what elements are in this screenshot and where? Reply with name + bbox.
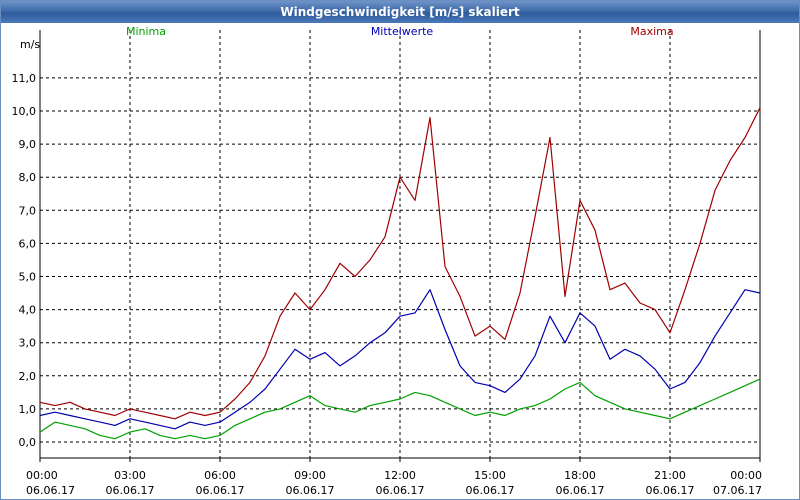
series-line-maxima [39, 107, 761, 420]
axes [39, 30, 761, 462]
legend-item-mittelwerte: Mittelwerte [371, 25, 434, 38]
y-tick-label: 10,0 [12, 105, 37, 118]
x-tick-time: 18:00 [564, 469, 596, 482]
x-tick-time: 06:00 [204, 469, 236, 482]
y-tick-label: 3,0 [19, 337, 37, 350]
y-tick-label: 5,0 [19, 271, 37, 284]
legend-item-maxima: Maxima [630, 25, 673, 38]
y-tick-label: 8,0 [19, 171, 37, 184]
y-axis-label: m/s [20, 38, 40, 51]
y-tick-label: 11,0 [12, 72, 37, 85]
y-tick-label: 0,0 [19, 436, 37, 449]
legend: Minima Mittelwerte Maxima [126, 25, 674, 38]
y-tick-label: 2,0 [19, 370, 37, 383]
x-tick-time: 15:00 [474, 469, 506, 482]
x-tick-time: 00:00 [730, 469, 762, 482]
y-tick-label: 4,0 [19, 304, 37, 317]
x-tick-labels: 00:00 06.06.17 03:00 06.06.17 06:00 06.06.17 0… [26, 469, 762, 497]
x-tick-time: 21:00 [654, 469, 686, 482]
x-tick-date: 06.06.17 [556, 484, 605, 497]
y-tick-label: 6,0 [19, 237, 37, 250]
y-tick-label: 9,0 [19, 138, 37, 151]
x-tick-time: 00:00 [26, 469, 58, 482]
x-tick-date: 06.06.17 [196, 484, 245, 497]
x-tick-time: 03:00 [114, 469, 146, 482]
x-tick-time: 09:00 [294, 469, 326, 482]
series-lines [39, 107, 761, 440]
x-tick-date: 06.06.17 [466, 484, 515, 497]
x-tick-date: 06.06.17 [376, 484, 425, 497]
x-tick-date: 06.06.17 [286, 484, 335, 497]
window-title: Windgeschwindigkeit [m/s] skaliert [1, 1, 799, 23]
series-line-mittelwerte [39, 289, 761, 430]
x-tick-date: 06.06.17 [26, 484, 75, 497]
x-tick-date: 06.06.17 [646, 484, 695, 497]
x-tick-date: 07.06.17 [713, 484, 762, 497]
x-tick-date: 06.06.17 [106, 484, 155, 497]
y-tick-label: 1,0 [19, 403, 37, 416]
grid [40, 30, 760, 458]
x-tick-time: 12:00 [384, 469, 416, 482]
y-tick-labels: 0,0 1,0 2,0 3,0 4,0 5,0 6,0 7,0 8,0 9,0 10,0 11,0 [12, 72, 37, 449]
y-tick-label: 7,0 [19, 204, 37, 217]
series-line-minima [39, 378, 761, 440]
legend-item-minima: Minima [126, 25, 166, 38]
